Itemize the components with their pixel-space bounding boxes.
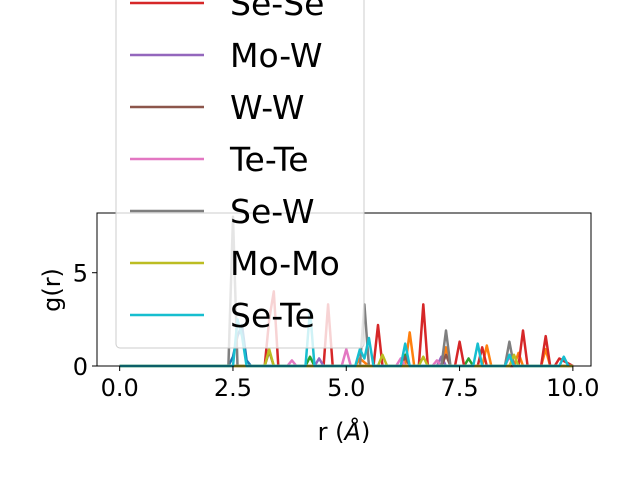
legend-label: Mo-Mo xyxy=(230,244,340,283)
legend-label: Se-W xyxy=(230,192,314,231)
x-axis-unit: Å xyxy=(343,417,361,446)
legend-label: Te-Te xyxy=(229,140,309,179)
x-tick-label: 5.0 xyxy=(327,374,365,402)
y-tick-label: 5 xyxy=(73,260,88,288)
x-axis-label: r (Å) xyxy=(318,417,371,446)
legend-label: Mo-W xyxy=(230,36,322,75)
x-tick-label: 10.0 xyxy=(546,374,599,402)
legend-label: Se-Se xyxy=(230,0,324,23)
x-tick-label: 2.5 xyxy=(214,374,252,402)
axes-layer: 0.0 2.5 5.0 7.5 10.0 0 5 xyxy=(73,212,600,402)
legend-label: W-W xyxy=(230,88,305,127)
legend-label: Se-Te xyxy=(230,296,315,335)
legend: Se-Se Mo-W W-W Te-Te Se-W Mo-Mo Se-Te xyxy=(115,0,365,349)
series-line-2 xyxy=(119,353,573,368)
y-tick-label: 0 xyxy=(73,353,88,381)
legend-box xyxy=(115,0,365,349)
x-tick-label: 7.5 xyxy=(440,374,478,402)
x-tick-label: 0.0 xyxy=(101,374,139,402)
y-axis-label: g(r) xyxy=(38,268,66,312)
